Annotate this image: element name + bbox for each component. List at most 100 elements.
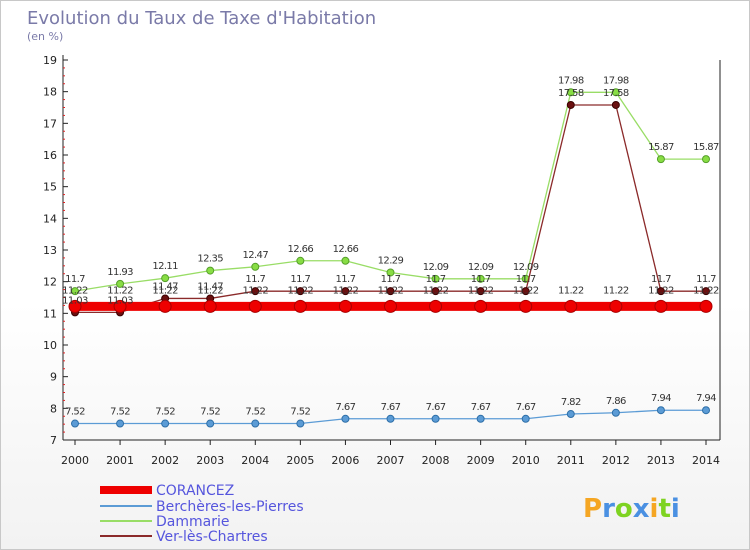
x-tick-label: 2001: [106, 454, 134, 467]
data-label: 7.94: [696, 393, 716, 404]
data-point: [609, 299, 623, 313]
y-tick-label: 8: [50, 402, 57, 415]
data-label: 11.22: [242, 285, 268, 296]
data-label: 11.22: [107, 285, 133, 296]
data-point: [386, 287, 395, 296]
y-tick-label: 14: [43, 212, 57, 225]
series-layer: [68, 88, 713, 428]
legend-label-1: Berchères-les-Pierres: [156, 499, 304, 515]
data-point: [158, 299, 172, 313]
x-tick-label: 2010: [512, 454, 540, 467]
data-label: 11.22: [558, 285, 584, 296]
data-label: 11.7: [335, 274, 355, 285]
x-tick-label: 2007: [377, 454, 405, 467]
data-point: [116, 419, 125, 428]
data-label: 12.66: [288, 244, 314, 255]
y-tick-label: 7: [50, 434, 57, 447]
x-tick-label: 2000: [61, 454, 89, 467]
data-label: 11.47: [152, 281, 178, 292]
logo-letter: x: [633, 494, 650, 524]
data-label: 7.52: [245, 407, 265, 418]
y-tick-label: 19: [43, 54, 57, 67]
data-point: [206, 419, 215, 428]
x-tick-label: 2002: [151, 454, 179, 467]
data-label: 11.7: [381, 274, 401, 285]
data-label: 12.09: [468, 262, 494, 273]
data-point: [564, 299, 578, 313]
data-point: [293, 299, 307, 313]
data-point: [521, 287, 530, 296]
data-point: [251, 262, 260, 271]
data-label: 7.52: [65, 407, 85, 418]
data-point: [341, 256, 350, 265]
data-point: [476, 287, 485, 296]
data-point: [702, 287, 710, 296]
data-point: [338, 299, 352, 313]
data-point: [521, 414, 530, 423]
x-tick-label: 2014: [692, 454, 720, 467]
logo-letter: r: [602, 494, 615, 524]
data-label: 17.98: [603, 75, 629, 86]
data-point: [296, 256, 305, 265]
x-tick-label: 2012: [602, 454, 630, 467]
data-label: 12.35: [197, 254, 223, 265]
data-label: 12.29: [378, 255, 404, 266]
legend-label-0: CORANCEZ: [156, 483, 234, 499]
data-point: [161, 274, 170, 283]
logo-letter: o: [615, 494, 633, 524]
data-point: [386, 414, 395, 423]
data-label: 7.67: [471, 402, 491, 413]
data-label: 12.47: [242, 250, 268, 261]
data-point: [296, 287, 305, 296]
data-label: 12.09: [423, 262, 449, 273]
data-label: 11.22: [513, 285, 539, 296]
data-point: [656, 287, 665, 296]
data-point: [611, 100, 620, 109]
data-point: [656, 155, 665, 164]
data-label: 11.22: [603, 285, 629, 296]
data-point: [702, 155, 710, 164]
data-label: 7.52: [200, 407, 220, 418]
data-label: 7.67: [516, 402, 536, 413]
data-label: 11.7: [245, 274, 265, 285]
data-label: 11.22: [288, 285, 314, 296]
y-tick-label: 12: [43, 276, 57, 289]
proxiti-logo: Proxiti: [583, 494, 680, 524]
data-point: [699, 299, 713, 313]
x-tick-label: 2005: [286, 454, 314, 467]
data-point: [203, 299, 217, 313]
chart-subtitle: (en %): [27, 30, 63, 43]
data-label: 7.52: [290, 407, 310, 418]
y-tick-label: 15: [43, 181, 57, 194]
legend-label-2: Dammarie: [156, 514, 229, 530]
data-point: [654, 299, 668, 313]
data-point: [566, 100, 575, 109]
data-point: [71, 287, 79, 296]
data-label: 15.87: [648, 142, 674, 153]
data-label: 12.66: [333, 244, 359, 255]
data-label: 11.03: [107, 295, 133, 306]
data-point: [341, 287, 350, 296]
data-label: 7.82: [561, 397, 581, 408]
data-point: [566, 410, 575, 419]
y-tick-label: 9: [50, 371, 57, 384]
x-tick-label: 2011: [557, 454, 585, 467]
data-label: 7.67: [335, 402, 355, 413]
x-tick-label: 2013: [647, 454, 675, 467]
data-labels-layer: 11.7 11.93 12.11 12.35 12.47 12.66 12.66 12.29 1…: [62, 75, 719, 417]
data-label: 17.58: [558, 88, 584, 99]
data-point: [611, 408, 620, 417]
data-label: 11.7: [471, 274, 491, 285]
data-point: [431, 287, 440, 296]
data-point: [68, 299, 82, 313]
data-label: 12.09: [513, 262, 539, 273]
y-tick-label: 16: [43, 149, 57, 162]
data-point: [71, 419, 79, 428]
data-label: 11.22: [468, 285, 494, 296]
logo-letter: i: [650, 494, 659, 524]
data-label: 11.93: [107, 267, 133, 278]
x-tick-label: 2004: [241, 454, 269, 467]
data-point: [476, 414, 485, 423]
